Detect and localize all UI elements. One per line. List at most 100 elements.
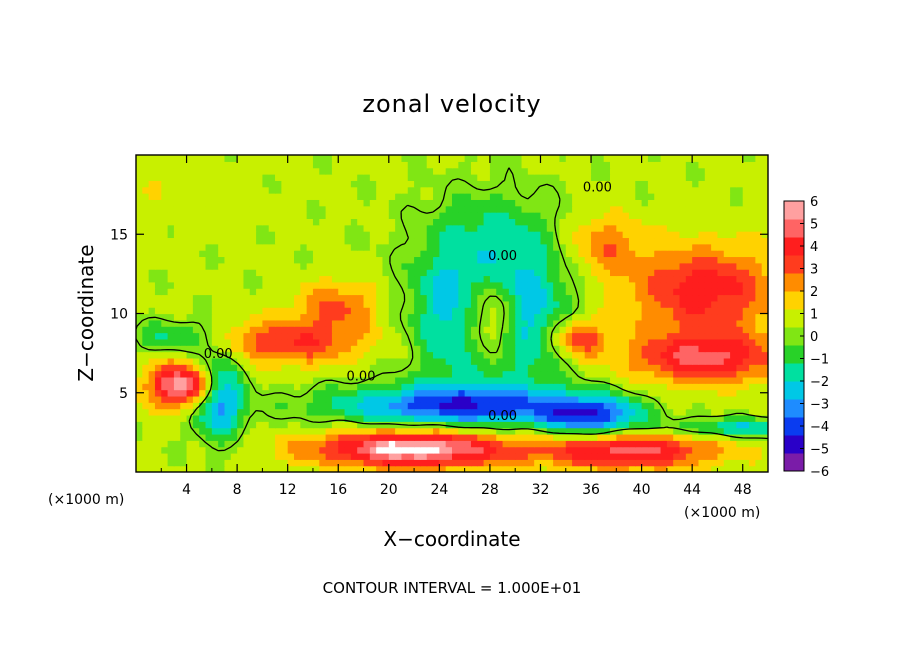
heatmap-cell xyxy=(647,262,655,270)
heatmap-cell xyxy=(243,459,251,467)
heatmap-cell xyxy=(679,440,687,448)
heatmap-cell xyxy=(300,351,308,359)
heatmap-cell xyxy=(635,376,643,384)
heatmap-cell xyxy=(439,231,447,239)
heatmap-cell xyxy=(559,389,567,397)
heatmap-cell xyxy=(224,427,232,435)
heatmap-cell xyxy=(294,174,301,181)
heatmap-cell xyxy=(167,307,175,315)
heatmap-cell xyxy=(306,459,314,467)
heatmap-cell xyxy=(660,383,668,391)
heatmap-cell xyxy=(508,345,516,353)
heatmap-cell xyxy=(325,433,333,441)
heatmap-cell xyxy=(565,199,573,207)
heatmap-cell xyxy=(262,205,270,213)
heatmap-cell xyxy=(452,357,459,365)
heatmap-cell xyxy=(673,395,681,403)
heatmap-cell xyxy=(508,155,516,162)
heatmap-cell xyxy=(445,307,453,315)
heatmap-cell xyxy=(173,465,181,472)
heatmap-cell xyxy=(584,395,592,403)
heatmap-cell xyxy=(610,307,617,315)
heatmap-cell xyxy=(249,332,257,340)
heatmap-cell xyxy=(363,275,371,283)
heatmap-cell xyxy=(559,174,567,181)
heatmap-cell xyxy=(534,275,542,283)
heatmap-cell xyxy=(515,212,523,219)
heatmap-cell xyxy=(414,351,421,359)
heatmap-cell xyxy=(275,433,282,441)
heatmap-cell xyxy=(382,351,390,359)
heatmap-cell xyxy=(749,288,756,296)
heatmap-cell xyxy=(616,383,624,391)
heatmap-cell xyxy=(654,174,662,181)
heatmap-cell xyxy=(306,205,314,213)
heatmap-cell xyxy=(287,370,295,378)
heatmap-cell xyxy=(142,332,150,340)
heatmap-cell xyxy=(205,250,213,258)
heatmap-cell xyxy=(161,269,169,277)
heatmap-cell xyxy=(654,357,662,365)
heatmap-cell xyxy=(704,459,712,467)
heatmap-cell xyxy=(591,161,598,169)
heatmap-cell xyxy=(742,459,750,467)
heatmap-cell xyxy=(237,250,245,258)
heatmap-cell xyxy=(616,237,624,245)
heatmap-cell xyxy=(237,174,245,181)
heatmap-cell xyxy=(717,376,725,384)
heatmap-cell xyxy=(199,250,207,258)
heatmap-cell xyxy=(673,250,681,258)
heatmap-cell xyxy=(199,357,207,365)
heatmap-cell xyxy=(357,332,365,340)
heatmap-cell xyxy=(470,186,478,194)
heatmap-cell xyxy=(199,408,207,416)
heatmap-cell xyxy=(401,376,409,384)
heatmap-cell xyxy=(287,224,295,232)
heatmap-cell xyxy=(319,237,327,245)
heatmap-cell xyxy=(622,212,630,219)
heatmap-cell xyxy=(294,452,301,460)
heatmap-cell xyxy=(717,440,725,448)
heatmap-cell xyxy=(730,345,737,353)
heatmap-cell xyxy=(433,408,440,416)
heatmap-cell xyxy=(420,186,428,194)
heatmap-cell xyxy=(502,357,510,365)
heatmap-cell xyxy=(445,212,453,219)
heatmap-cell xyxy=(685,440,693,448)
heatmap-cell xyxy=(319,345,327,353)
heatmap-cell xyxy=(622,281,630,289)
heatmap-cell xyxy=(192,186,200,194)
heatmap-cell xyxy=(401,243,409,251)
heatmap-cell xyxy=(483,262,491,270)
heatmap-cell xyxy=(483,351,491,359)
heatmap-cell xyxy=(312,256,320,264)
heatmap-cell xyxy=(660,370,668,378)
heatmap-cell xyxy=(647,332,655,340)
heatmap-cell xyxy=(154,212,162,219)
heatmap-cell xyxy=(483,440,491,448)
heatmap-cell xyxy=(243,313,251,321)
heatmap-cell xyxy=(597,199,605,207)
heatmap-cell xyxy=(584,199,592,207)
heatmap-cell xyxy=(534,250,542,258)
heatmap-cell xyxy=(635,364,643,372)
heatmap-cell xyxy=(559,186,567,194)
heatmap-cell xyxy=(294,351,301,359)
heatmap-cell xyxy=(167,446,175,454)
heatmap-cell xyxy=(357,231,365,239)
heatmap-cell xyxy=(502,275,510,283)
heatmap-cell xyxy=(192,193,200,200)
heatmap-cell xyxy=(312,269,320,277)
heatmap-cell xyxy=(679,275,687,283)
heatmap-cell xyxy=(641,193,649,200)
heatmap-cell xyxy=(192,395,200,403)
heatmap-cell xyxy=(331,262,339,270)
heatmap-cell xyxy=(723,326,731,334)
heatmap-cell xyxy=(256,319,263,327)
heatmap-cell xyxy=(635,427,643,435)
heatmap-cell xyxy=(388,332,396,340)
heatmap-cell xyxy=(148,383,156,391)
heatmap-cell xyxy=(439,376,447,384)
heatmap-cell xyxy=(559,433,567,441)
heatmap-cell xyxy=(433,370,440,378)
